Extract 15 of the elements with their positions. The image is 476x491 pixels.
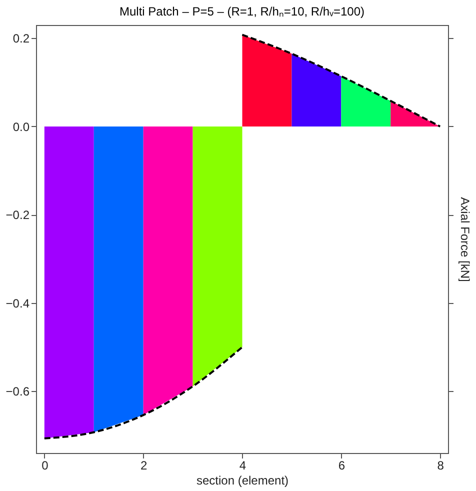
x-tick-label: 8: [437, 458, 444, 472]
y-tick-label: −0.4: [6, 296, 30, 310]
x-tick-label: 4: [239, 458, 246, 472]
x-axis-title: section (element): [196, 474, 289, 488]
y-tick-label: −0.6: [6, 384, 30, 399]
chart-title: Multi Patch – P=5 – (R=1, R/hₙ=10, R/hᵥ=100): [120, 4, 364, 18]
line-series: [43, 346, 244, 440]
x-tick-label: 2: [140, 458, 148, 472]
y-tick-label: 0.2: [12, 32, 30, 46]
y-axis-title: Axial Force [kN]: [458, 197, 472, 282]
x-tick-label: 0: [42, 458, 49, 472]
line-series: [241, 34, 442, 128]
y-tick-label: −0.2: [6, 208, 30, 222]
y-tick-label: 0.0: [12, 120, 30, 134]
x-tick-label: 6: [338, 458, 346, 472]
